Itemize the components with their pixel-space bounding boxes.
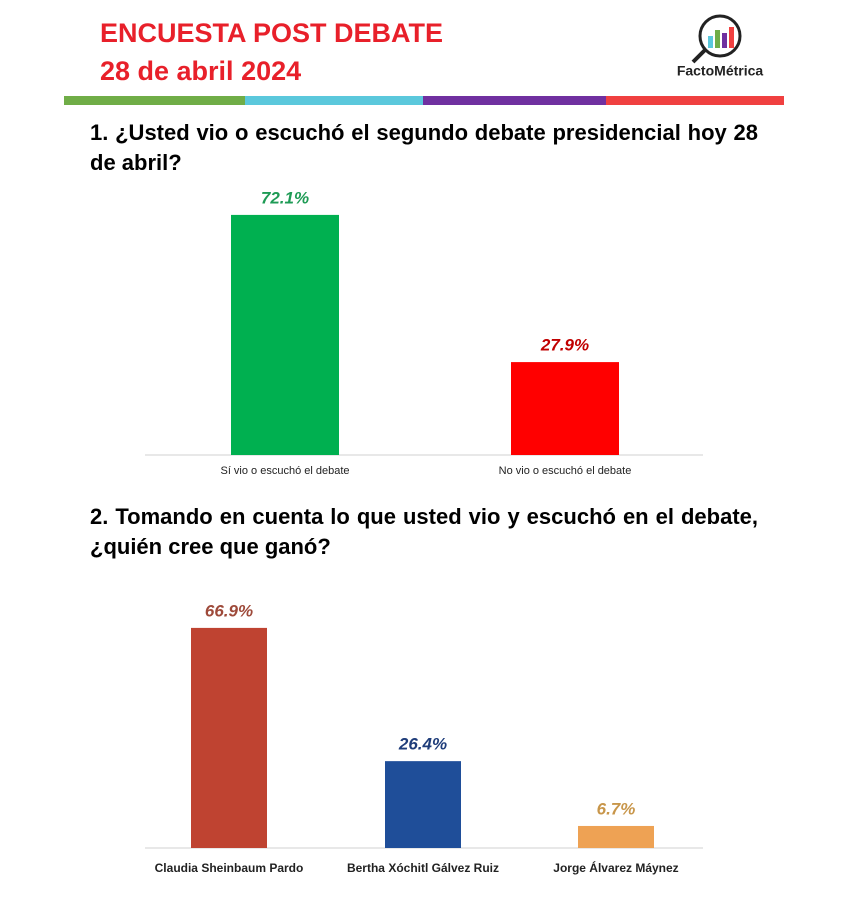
band	[64, 96, 245, 105]
bar	[511, 362, 619, 455]
x-tick-label: Jorge Álvarez Máynez	[553, 860, 678, 875]
value-label: 27.9%	[540, 336, 589, 355]
x-tick-label: Sí vio o escuchó el debate	[220, 465, 349, 477]
bar	[578, 825, 654, 848]
bar	[191, 627, 267, 848]
value-label: 72.1%	[261, 188, 309, 207]
logo: FactoMétrica	[677, 63, 764, 79]
bar	[385, 761, 461, 848]
chart-title: 2. Tomando en cuenta lo que usted vio y …	[90, 504, 758, 559]
value-label: 66.9%	[205, 601, 253, 620]
x-tick-label: Claudia Sheinbaum Pardo	[155, 861, 304, 875]
value-label: 26.4%	[398, 735, 447, 754]
date: 28 de abril 2024	[100, 56, 302, 86]
x-tick-label: No vio o escuchó el debate	[499, 465, 632, 477]
chart-title: 1. ¿Usted vio o escuchó el segundo debat…	[90, 120, 758, 175]
band	[245, 96, 423, 105]
band	[606, 96, 784, 105]
logo-icon	[691, 14, 742, 64]
band	[423, 96, 606, 105]
bar	[231, 214, 339, 455]
title: ENCUESTA POST DEBATE	[100, 18, 444, 48]
x-tick-label: Bertha Xóchitl Gálvez Ruiz	[347, 861, 499, 875]
value-label: 6.7%	[597, 799, 636, 818]
